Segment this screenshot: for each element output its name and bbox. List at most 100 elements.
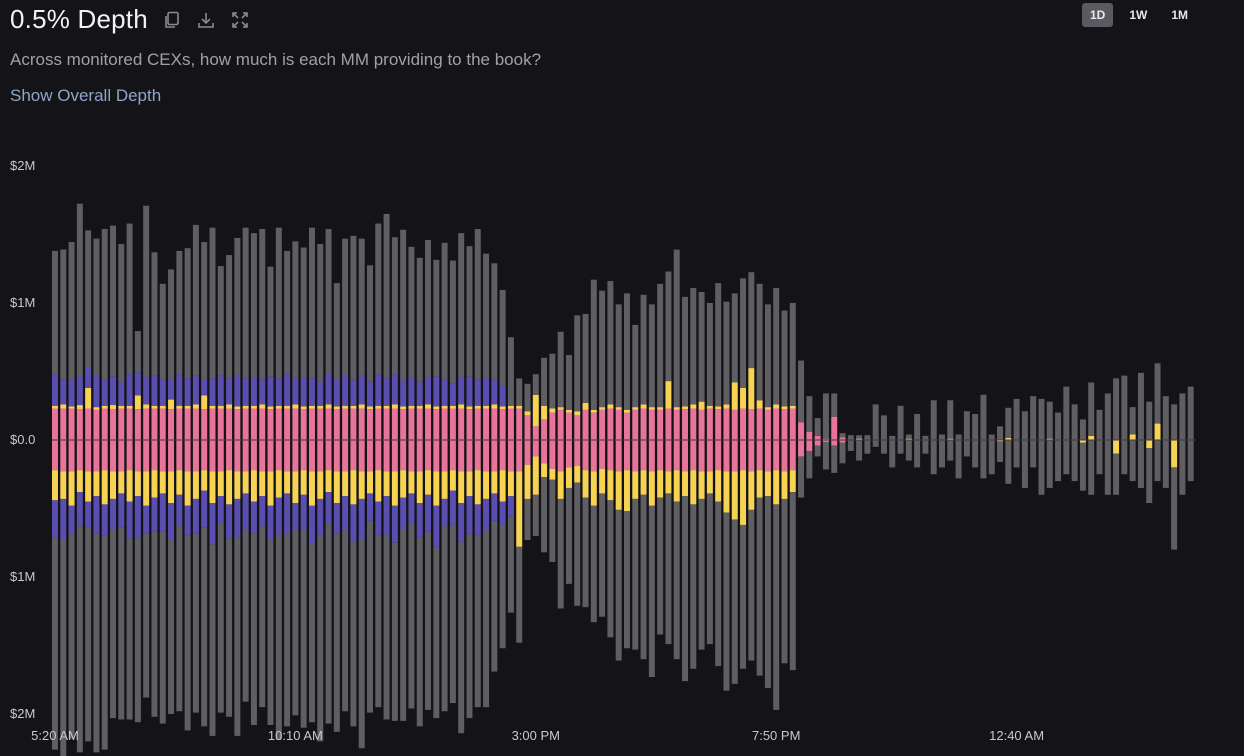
bar-gray-upper[interactable] (632, 324, 639, 408)
bar-yellow-lower[interactable] (590, 471, 597, 506)
bar-yellow-lower[interactable] (673, 470, 680, 502)
bar-purple-upper[interactable] (226, 378, 233, 405)
bar-gray-lower[interactable] (947, 440, 954, 461)
bar-purple-upper[interactable] (416, 381, 423, 406)
bar-yellow-upper[interactable] (308, 405, 315, 409)
bar-pink-upper[interactable] (292, 408, 299, 440)
bar-yellow-upper[interactable] (375, 405, 382, 409)
bar-gray-lower[interactable] (640, 494, 647, 660)
bar-pink-upper[interactable] (665, 408, 672, 440)
bar-gray-lower[interactable] (358, 540, 365, 749)
bar-gray-lower[interactable] (673, 501, 680, 660)
bar-yellow-lower[interactable] (474, 470, 481, 505)
bar-gray-lower[interactable] (1129, 440, 1136, 482)
bar-gray-lower[interactable] (557, 498, 564, 609)
bar-gray-upper[interactable] (1030, 396, 1037, 440)
bar-pink-lower[interactable] (143, 440, 150, 472)
bar-gray-upper[interactable] (292, 241, 299, 379)
bar-gray-upper[interactable] (317, 244, 324, 382)
bar-yellow-upper[interactable] (507, 405, 514, 409)
bar-purple-lower[interactable] (201, 490, 208, 528)
bar-gray-upper[interactable] (814, 418, 821, 436)
bar-gray-lower[interactable] (325, 523, 332, 724)
bar-pink-lower[interactable] (806, 440, 813, 451)
bar-gray-lower[interactable] (483, 529, 490, 708)
bar-yellow-lower[interactable] (541, 463, 548, 477)
bar-yellow-lower[interactable] (549, 468, 556, 480)
bar-yellow-upper[interactable] (259, 404, 266, 409)
bar-yellow-lower[interactable] (574, 466, 581, 483)
bar-gray-upper[interactable] (773, 287, 780, 405)
bar-gray-lower[interactable] (1021, 440, 1028, 488)
bar-pink-upper[interactable] (698, 409, 705, 440)
download-icon[interactable] (196, 10, 216, 30)
bar-gray-lower[interactable] (110, 529, 116, 719)
bar-yellow-upper[interactable] (391, 404, 398, 409)
bar-pink-upper[interactable] (549, 412, 556, 440)
bar-gray-upper[interactable] (1088, 382, 1095, 436)
bar-pink-lower[interactable] (325, 440, 332, 471)
bar-yellow-upper[interactable] (624, 409, 630, 413)
bar-yellow-lower[interactable] (134, 471, 141, 497)
bar-yellow-upper[interactable] (358, 404, 365, 409)
bar-purple-upper[interactable] (168, 379, 175, 400)
bar-pink-upper[interactable] (275, 408, 282, 440)
bar-gray-upper[interactable] (1137, 372, 1144, 440)
bar-gray-lower[interactable] (532, 494, 539, 536)
bar-gray-lower[interactable] (176, 526, 183, 712)
bar-purple-upper[interactable] (342, 375, 349, 406)
bar-gray-upper[interactable] (85, 230, 92, 368)
bar-gray-lower[interactable] (516, 546, 523, 643)
bar-gray-upper[interactable] (939, 434, 945, 440)
bar-gray-upper[interactable] (367, 265, 373, 382)
bar-pink-lower[interactable] (466, 440, 473, 472)
bar-gray-upper[interactable] (1187, 386, 1194, 440)
bar-yellow-lower[interactable] (383, 471, 390, 497)
bar-purple-upper[interactable] (184, 378, 191, 406)
bar-gray-upper[interactable] (466, 246, 473, 377)
bar-gray-lower[interactable] (350, 541, 357, 727)
bar-yellow-lower[interactable] (118, 471, 125, 494)
bar-purple-lower[interactable] (499, 501, 506, 525)
bar-gray-upper[interactable] (698, 292, 705, 402)
bar-gray-upper[interactable] (483, 253, 490, 377)
bar-gray-lower[interactable] (449, 524, 456, 704)
bar-yellow-upper[interactable] (789, 405, 796, 409)
bar-yellow-lower[interactable] (648, 471, 655, 506)
bar-yellow-lower[interactable] (731, 471, 738, 520)
bar-pink-lower[interactable] (565, 440, 572, 468)
bar-gray-lower[interactable] (367, 520, 373, 713)
bar-pink-upper[interactable] (143, 408, 150, 440)
bar-gray-upper[interactable] (690, 287, 697, 405)
bar-yellow-upper[interactable] (549, 408, 556, 413)
bar-yellow-upper[interactable] (499, 406, 506, 410)
bar-yellow-lower[interactable] (358, 471, 365, 499)
bar-purple-upper[interactable] (333, 379, 340, 407)
bar-purple-upper[interactable] (85, 367, 92, 388)
bar-gray-upper[interactable] (1046, 401, 1053, 439)
bar-gray-upper[interactable] (375, 223, 382, 375)
bar-yellow-upper[interactable] (632, 407, 639, 410)
bar-yellow-upper[interactable] (284, 405, 291, 409)
bar-gray-upper[interactable] (756, 283, 763, 401)
bar-yellow-lower[interactable] (441, 471, 448, 499)
bar-yellow-upper[interactable] (416, 405, 423, 409)
bar-yellow-upper[interactable] (134, 395, 141, 410)
bar-purple-upper[interactable] (466, 376, 473, 407)
bar-purple-upper[interactable] (458, 376, 465, 405)
bar-gray-upper[interactable] (706, 303, 713, 406)
bar-gray-upper[interactable] (168, 269, 175, 380)
bar-pink-lower[interactable] (350, 440, 357, 471)
bar-gray-lower[interactable] (416, 537, 423, 727)
bar-yellow-lower[interactable] (516, 471, 523, 547)
bar-yellow-upper[interactable] (176, 405, 183, 409)
bar-pink-upper[interactable] (798, 422, 805, 440)
bar-gray-upper[interactable] (1104, 393, 1111, 440)
bar-pink-upper[interactable] (615, 409, 622, 440)
bar-pink-lower[interactable] (516, 440, 523, 472)
bar-pink-lower[interactable] (822, 440, 829, 443)
bar-pink-lower[interactable] (657, 440, 664, 471)
bar-gray-lower[interactable] (905, 440, 912, 461)
bar-pink-lower[interactable] (574, 440, 581, 467)
bar-gray-lower[interactable] (491, 520, 498, 672)
